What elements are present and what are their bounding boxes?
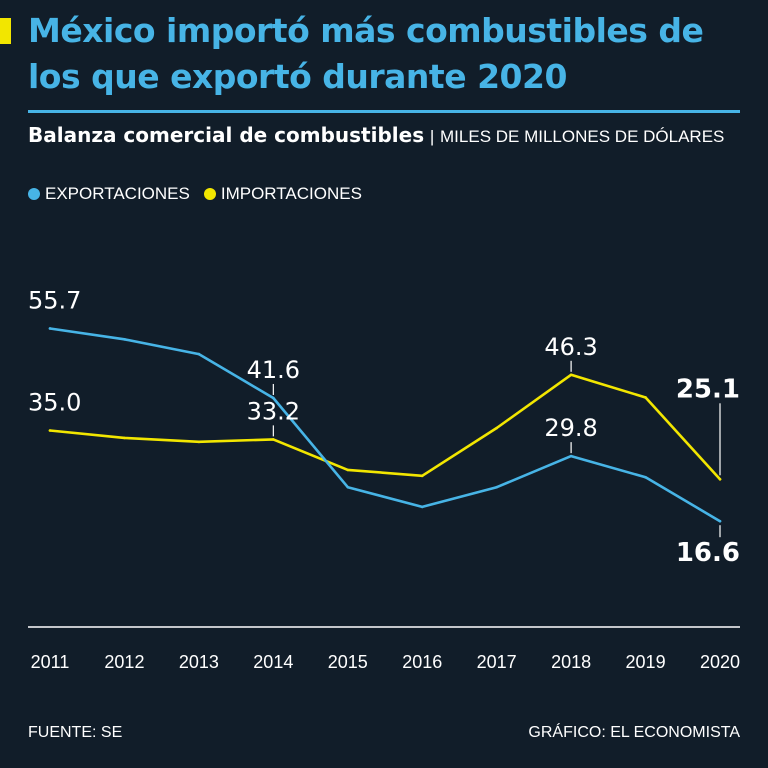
x-tick-label: 2012 [104, 652, 144, 672]
x-tick-label: 2016 [402, 652, 442, 672]
series-line-exportaciones [48, 327, 722, 523]
data-point-exportaciones [123, 338, 126, 341]
x-tick-label: 2011 [31, 652, 70, 672]
x-tick-label: 2015 [328, 652, 368, 672]
subtitle-separator: | [429, 127, 435, 146]
chart-title: México importó más combustibles de los q… [28, 11, 704, 96]
data-point-exportaciones [48, 327, 52, 330]
data-point-importaciones [718, 477, 722, 481]
source-note: FUENTE: SE [28, 724, 123, 741]
title-divider [28, 110, 740, 113]
x-tick-label: 2013 [179, 652, 219, 672]
data-point-importaciones [272, 438, 275, 441]
data-point-importaciones [197, 440, 201, 444]
data-point-exportaciones [495, 485, 498, 489]
x-tick-label: 2014 [253, 652, 293, 672]
chart-units: MILES DE MILLONES DE DÓLARES [440, 127, 725, 146]
legend-label-exports: EXPORTACIONES [45, 184, 190, 203]
data-point-exportaciones [197, 352, 201, 356]
data-point-importaciones [495, 426, 498, 430]
data-point-exportaciones [420, 505, 424, 509]
data-label-exportaciones: 55.7 [28, 286, 81, 314]
data-label-exportaciones: 41.6 [247, 356, 300, 384]
data-label-importaciones: 33.2 [247, 397, 300, 425]
data-label-importaciones: 46.3 [544, 333, 597, 361]
x-tick-label: 2020 [700, 652, 740, 672]
x-tick-label: 2018 [551, 652, 591, 672]
legend-label-imports: IMPORTACIONES [220, 184, 362, 203]
data-point-exportaciones [718, 519, 722, 523]
data-point-exportaciones [272, 396, 275, 400]
data-label-exportaciones: 29.8 [544, 414, 597, 442]
series-line-importaciones [48, 373, 722, 481]
legend-item-exports: EXPORTACIONES [28, 184, 190, 204]
data-point-exportaciones [644, 476, 647, 479]
data-point-importaciones [123, 436, 126, 440]
accent-bar [0, 18, 11, 44]
data-point-importaciones [420, 474, 424, 478]
data-point-exportaciones [569, 454, 573, 458]
x-tick-label: 2019 [626, 652, 666, 672]
subtitle-block: Balanza comercial de combustibles | MILE… [28, 121, 740, 151]
data-label-importaciones: 25.1 [676, 374, 740, 404]
data-point-importaciones [569, 373, 573, 377]
legend-swatch-imports [203, 188, 216, 200]
data-point-importaciones [48, 429, 52, 432]
legend-item-imports: IMPORTACIONES [203, 184, 362, 204]
data-label-exportaciones: 16.6 [676, 538, 740, 568]
data-label-importaciones: 35.0 [28, 389, 81, 417]
data-point-importaciones [644, 396, 647, 399]
legend-swatch-exports [28, 188, 40, 200]
data-point-exportaciones [346, 485, 350, 489]
chart-subtitle: Balanza comercial de combustibles [28, 123, 425, 147]
chart-legend: EXPORTACIONES IMPORTACIONES [28, 184, 376, 204]
data-point-importaciones [346, 468, 350, 472]
x-tick-label: 2017 [477, 652, 517, 672]
credit-note: GRÁFICO: EL ECONOMISTA [528, 724, 740, 741]
